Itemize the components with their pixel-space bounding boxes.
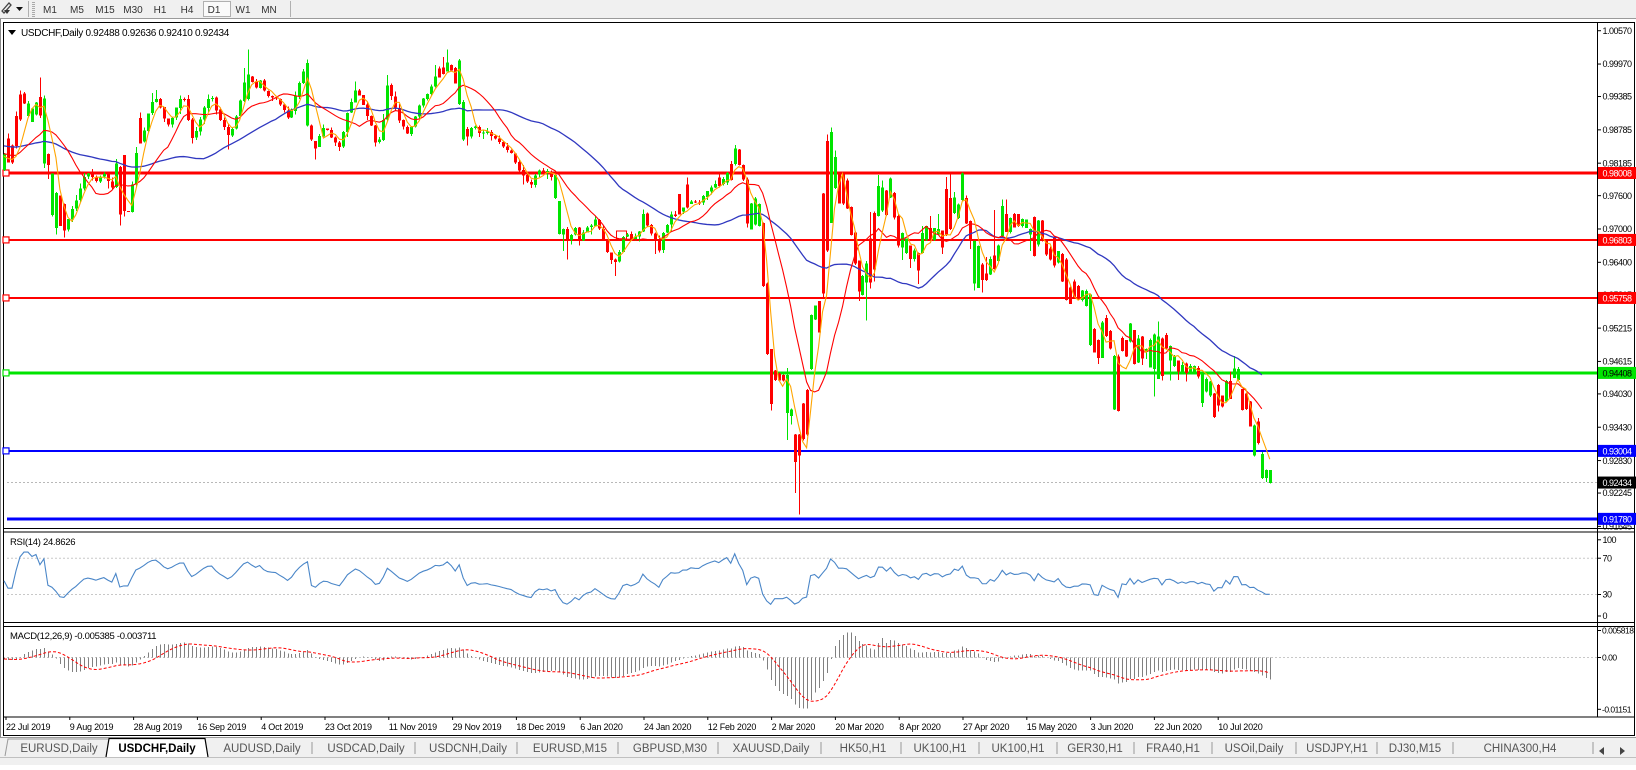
svg-text:15 May 2020: 15 May 2020 bbox=[1027, 722, 1077, 732]
svg-text:10 Jul 2020: 10 Jul 2020 bbox=[1218, 722, 1263, 732]
svg-text:M30: M30 bbox=[123, 5, 143, 16]
svg-text:1.00570: 1.00570 bbox=[1603, 26, 1633, 36]
svg-text:22 Jul 2019: 22 Jul 2019 bbox=[6, 722, 51, 732]
svg-text:0.99970: 0.99970 bbox=[1603, 59, 1633, 69]
svg-text:CHINA300,H4: CHINA300,H4 bbox=[1484, 743, 1557, 755]
svg-text:MN: MN bbox=[261, 5, 277, 16]
svg-text:0.97000: 0.97000 bbox=[1603, 224, 1633, 234]
svg-text:0.98185: 0.98185 bbox=[1603, 158, 1633, 168]
svg-text:6 Jan 2020: 6 Jan 2020 bbox=[580, 722, 623, 732]
svg-text:MACD(12,26,9) -0.005385 -0.003: MACD(12,26,9) -0.005385 -0.003711 bbox=[10, 631, 156, 642]
svg-text:D1: D1 bbox=[208, 5, 221, 16]
svg-text:-0.01151: -0.01151 bbox=[1602, 705, 1632, 715]
svg-text:0.98008: 0.98008 bbox=[1603, 169, 1633, 179]
svg-text:24 Jan 2020: 24 Jan 2020 bbox=[644, 722, 692, 732]
svg-text:29 Nov 2019: 29 Nov 2019 bbox=[453, 722, 502, 732]
svg-text:28 Aug 2019: 28 Aug 2019 bbox=[134, 722, 183, 732]
svg-text:UK100,H1: UK100,H1 bbox=[991, 743, 1044, 755]
svg-text:27 Apr 2020: 27 Apr 2020 bbox=[963, 722, 1010, 732]
svg-text:0.97600: 0.97600 bbox=[1603, 191, 1633, 201]
svg-text:USDCAD,Daily: USDCAD,Daily bbox=[327, 743, 405, 755]
svg-text:H1: H1 bbox=[154, 5, 167, 16]
svg-text:0.96803: 0.96803 bbox=[1603, 235, 1633, 245]
svg-text:W1: W1 bbox=[236, 5, 251, 16]
svg-text:100: 100 bbox=[1603, 535, 1617, 545]
svg-text:0: 0 bbox=[1603, 611, 1608, 621]
svg-text:0.93004: 0.93004 bbox=[1603, 446, 1633, 456]
svg-text:0.92830: 0.92830 bbox=[1603, 456, 1633, 466]
svg-text:M15: M15 bbox=[95, 5, 115, 16]
svg-text:0.98785: 0.98785 bbox=[1603, 125, 1633, 135]
svg-text:0.94615: 0.94615 bbox=[1603, 357, 1633, 367]
svg-text:9 Aug 2019: 9 Aug 2019 bbox=[70, 722, 114, 732]
svg-text:USDJPY,H1: USDJPY,H1 bbox=[1306, 743, 1368, 755]
svg-text:0.99385: 0.99385 bbox=[1603, 92, 1633, 102]
svg-text:0.94030: 0.94030 bbox=[1603, 389, 1633, 399]
svg-text:0.92434: 0.92434 bbox=[1603, 478, 1633, 488]
svg-text:EURUSD,Daily: EURUSD,Daily bbox=[20, 743, 98, 755]
svg-text:4 Oct 2019: 4 Oct 2019 bbox=[261, 722, 303, 732]
svg-text:USDCHF,Daily 0.92488 0.92636: USDCHF,Daily 0.92488 0.92636 0.92410 0.9… bbox=[21, 28, 230, 39]
svg-text:0.95758: 0.95758 bbox=[1603, 293, 1633, 303]
svg-text:30: 30 bbox=[1603, 590, 1613, 600]
svg-text:0.91780: 0.91780 bbox=[1603, 514, 1633, 524]
svg-text:GER30,H1: GER30,H1 bbox=[1067, 743, 1123, 755]
svg-text:H4: H4 bbox=[181, 5, 194, 16]
svg-text:0.005818: 0.005818 bbox=[1602, 626, 1634, 636]
svg-text:FRA40,H1: FRA40,H1 bbox=[1146, 743, 1200, 755]
svg-text:UK100,H1: UK100,H1 bbox=[913, 743, 966, 755]
svg-text:20 Mar 2020: 20 Mar 2020 bbox=[835, 722, 884, 732]
svg-text:11 Nov 2019: 11 Nov 2019 bbox=[389, 722, 437, 732]
svg-text:0.91645: 0.91645 bbox=[1603, 522, 1633, 532]
svg-text:USDCNH,Daily: USDCNH,Daily bbox=[429, 743, 507, 755]
svg-text:0.95215: 0.95215 bbox=[1603, 323, 1633, 333]
svg-text:RSI(14) 24.8626: RSI(14) 24.8626 bbox=[10, 537, 75, 548]
svg-text:AUDUSD,Daily: AUDUSD,Daily bbox=[223, 743, 301, 755]
svg-text:0.96400: 0.96400 bbox=[1603, 258, 1633, 268]
svg-text:16 Sep 2019: 16 Sep 2019 bbox=[197, 722, 246, 732]
svg-text:M5: M5 bbox=[70, 5, 84, 16]
svg-text:0.94408: 0.94408 bbox=[1603, 368, 1633, 378]
svg-text:EURUSD,M15: EURUSD,M15 bbox=[533, 743, 607, 755]
svg-text:XAUUSD,Daily: XAUUSD,Daily bbox=[733, 743, 810, 755]
svg-text:23 Oct 2019: 23 Oct 2019 bbox=[325, 722, 372, 732]
svg-text:USDCHF,Daily: USDCHF,Daily bbox=[118, 743, 196, 755]
svg-text:DJ30,M15: DJ30,M15 bbox=[1389, 743, 1441, 755]
svg-text:GBPUSD,M30: GBPUSD,M30 bbox=[633, 743, 707, 755]
svg-text:M1: M1 bbox=[43, 5, 57, 16]
svg-text:0.93430: 0.93430 bbox=[1603, 422, 1633, 432]
svg-text:0.00: 0.00 bbox=[1602, 653, 1617, 663]
svg-text:3 Jun 2020: 3 Jun 2020 bbox=[1091, 722, 1134, 732]
svg-text:USOil,Daily: USOil,Daily bbox=[1225, 743, 1284, 755]
svg-text:12 Feb 2020: 12 Feb 2020 bbox=[708, 722, 757, 732]
svg-text:8 Apr 2020: 8 Apr 2020 bbox=[899, 722, 941, 732]
svg-text:2 Mar 2020: 2 Mar 2020 bbox=[772, 722, 816, 732]
svg-text:0.92245: 0.92245 bbox=[1603, 488, 1633, 498]
svg-text:22 Jun 2020: 22 Jun 2020 bbox=[1154, 722, 1202, 732]
svg-text:18 Dec 2019: 18 Dec 2019 bbox=[516, 722, 565, 732]
svg-text:HK50,H1: HK50,H1 bbox=[840, 743, 887, 755]
svg-text:70: 70 bbox=[1603, 553, 1613, 563]
